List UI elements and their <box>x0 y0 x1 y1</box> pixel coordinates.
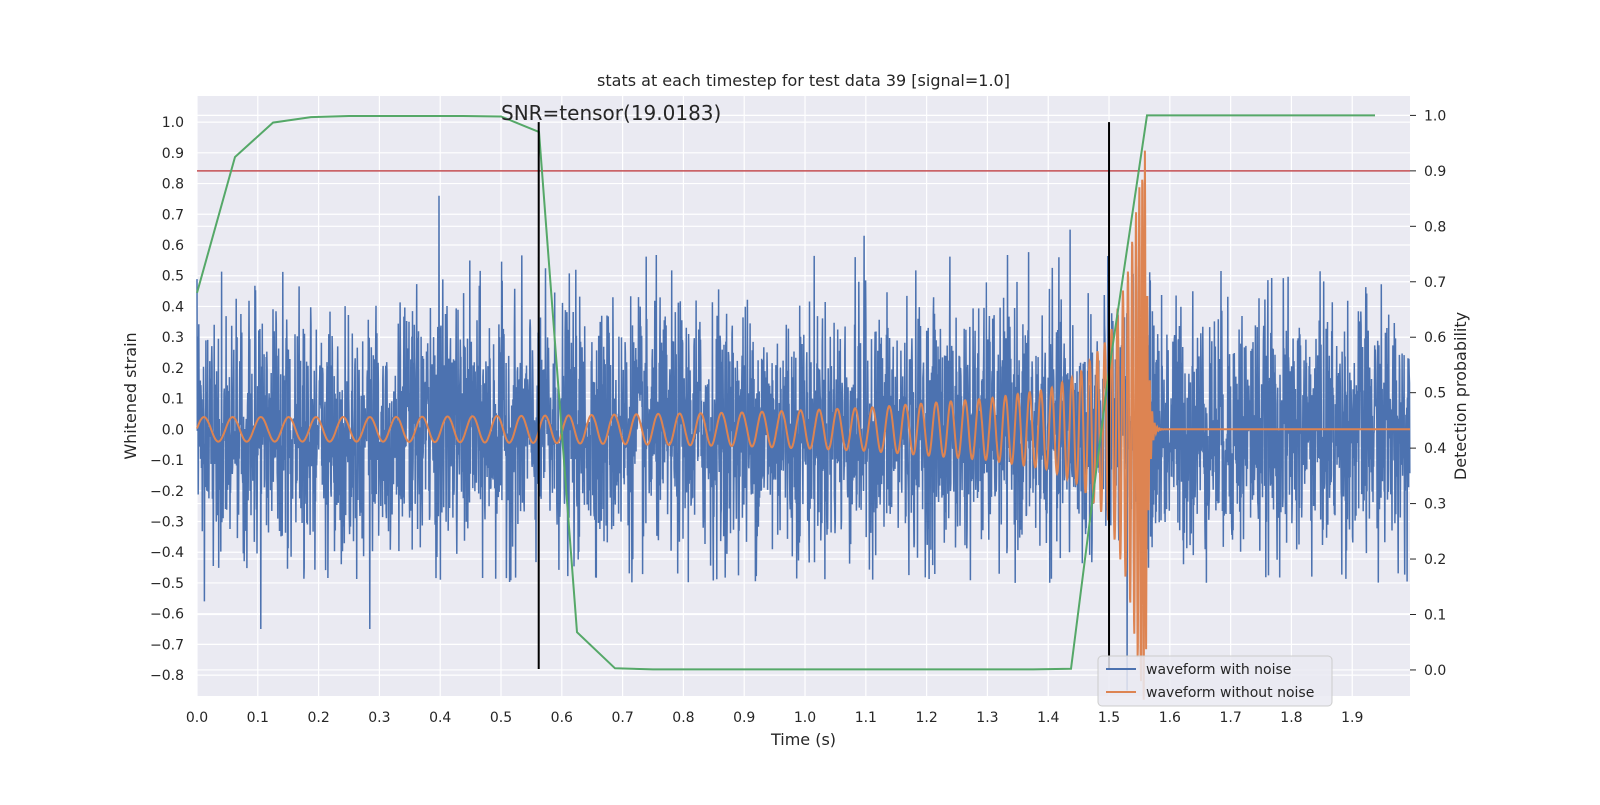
x-tick-label: 1.8 <box>1280 710 1302 726</box>
x-tick-label: 0.6 <box>551 710 573 726</box>
y-tick-label: −0.6 <box>150 607 184 623</box>
y2-tick-label: 0.7 <box>1424 275 1446 291</box>
x-tick-label: 0.9 <box>733 710 755 726</box>
x-tick-label: 0.1 <box>247 710 269 726</box>
y2-tick-label: 1.0 <box>1424 108 1446 124</box>
y2-axis-label: Detection probability <box>1451 312 1470 480</box>
y-tick-label: −0.1 <box>150 453 184 469</box>
y-tick-label: −0.3 <box>150 514 184 530</box>
x-axis-label: Time (s) <box>770 730 836 749</box>
x-tick-label: 1.0 <box>794 710 816 726</box>
legend: waveform with noise waveform without noi… <box>1098 656 1332 706</box>
x-tick-label: 1.5 <box>1098 710 1120 726</box>
y2-tick-label: 0.3 <box>1424 497 1446 513</box>
x-tick-label: 0.7 <box>611 710 633 726</box>
y-tick-label: 0.2 <box>162 361 184 377</box>
y2-tick-label: 0.9 <box>1424 164 1446 180</box>
legend-label-noisy: waveform with noise <box>1146 662 1291 678</box>
y-tick-label: 0.0 <box>162 422 184 438</box>
y-tick-label: −0.8 <box>150 668 184 684</box>
y2-tick-label: 0.6 <box>1424 330 1446 346</box>
y2-tick-label: 0.2 <box>1424 552 1446 568</box>
x-tick-label: 0.8 <box>672 710 694 726</box>
y2-tick-label: 0.5 <box>1424 386 1446 402</box>
x-tick-label: 0.4 <box>429 710 451 726</box>
x-tick-label: 1.2 <box>915 710 937 726</box>
y-tick-label: 0.5 <box>162 269 184 285</box>
y-axis-label: Whitened strain <box>121 332 140 459</box>
x-tick-label: 0.3 <box>368 710 390 726</box>
y2-tick-label: 0.4 <box>1424 441 1446 457</box>
y-tick-label: 0.9 <box>162 146 184 162</box>
y2-tick-label: 0.8 <box>1424 219 1446 235</box>
x-tick-label: 1.7 <box>1220 710 1242 726</box>
y-tick-label: 0.7 <box>162 207 184 223</box>
y-tick-label: 0.3 <box>162 330 184 346</box>
x-tick-label: 0.2 <box>307 710 329 726</box>
y2-tick-label: 0.1 <box>1424 607 1446 623</box>
y2-tick-label: 0.0 <box>1424 663 1446 679</box>
y-tick-label: −0.4 <box>150 545 184 561</box>
y-tick-label: 0.4 <box>162 299 184 315</box>
x-tick-label: 0.0 <box>186 710 208 726</box>
x-tick-label: 1.6 <box>1159 710 1181 726</box>
x-tick-label: 1.1 <box>855 710 877 726</box>
x-tick-label: 0.5 <box>490 710 512 726</box>
y-tick-label: 1.0 <box>162 115 184 131</box>
snr-annotation: SNR=tensor(19.0183) <box>501 101 721 125</box>
y-tick-label: 0.6 <box>162 238 184 254</box>
x-tick-label: 1.3 <box>976 710 998 726</box>
x-tick-label: 1.4 <box>1037 710 1059 726</box>
y-tick-label: −0.7 <box>150 637 184 653</box>
chart-title: stats at each timestep for test data 39 … <box>597 71 1010 90</box>
y-tick-label: 0.1 <box>162 392 184 408</box>
x-tick-label: 1.9 <box>1341 710 1363 726</box>
y-tick-label: 0.8 <box>162 177 184 193</box>
legend-label-clean: waveform without noise <box>1146 685 1314 701</box>
y-tick-label: −0.5 <box>150 576 184 592</box>
y-tick-label: −0.2 <box>150 484 184 500</box>
